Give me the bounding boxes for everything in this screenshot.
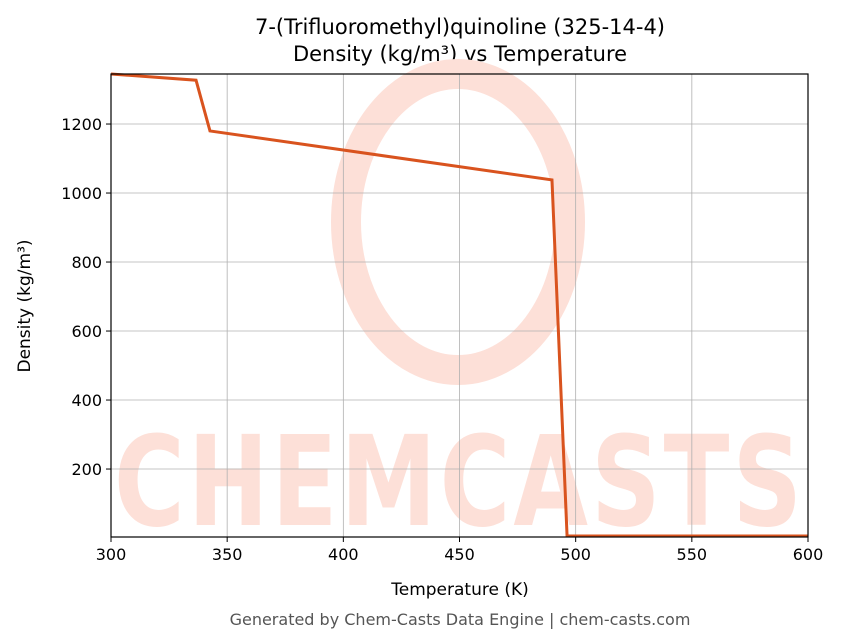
x-tick-label: 300 [96, 545, 127, 564]
y-tick-label: 400 [71, 391, 102, 410]
x-axis-label: Temperature (K) [390, 580, 529, 600]
plot-frame [110, 73, 809, 538]
x-tick-label: 500 [560, 545, 591, 564]
data-line [110, 72, 808, 538]
y-tick-label: 1200 [61, 115, 102, 134]
y-tick-label: 600 [71, 322, 102, 341]
chart-title: 7-(Trifluoromethyl)quinoline (325-14-4) [255, 15, 665, 39]
watermark: CHEMCASTS [114, 410, 805, 555]
x-tick-label: 450 [444, 545, 475, 564]
y-tick-label: 200 [71, 460, 102, 479]
x-tick-label: 400 [328, 545, 359, 564]
y-tick-label: 800 [71, 253, 102, 272]
x-tick-label: 600 [793, 545, 824, 564]
x-tick-label: 550 [677, 545, 708, 564]
y-tick-label: 1000 [61, 184, 102, 203]
y-axis-label: Density (kg/m³) [15, 239, 35, 372]
footer: Generated by Chem-Casts Data Engine | ch… [230, 610, 691, 629]
x-tick-label: 350 [212, 545, 243, 564]
watermark-logo [331, 59, 585, 385]
